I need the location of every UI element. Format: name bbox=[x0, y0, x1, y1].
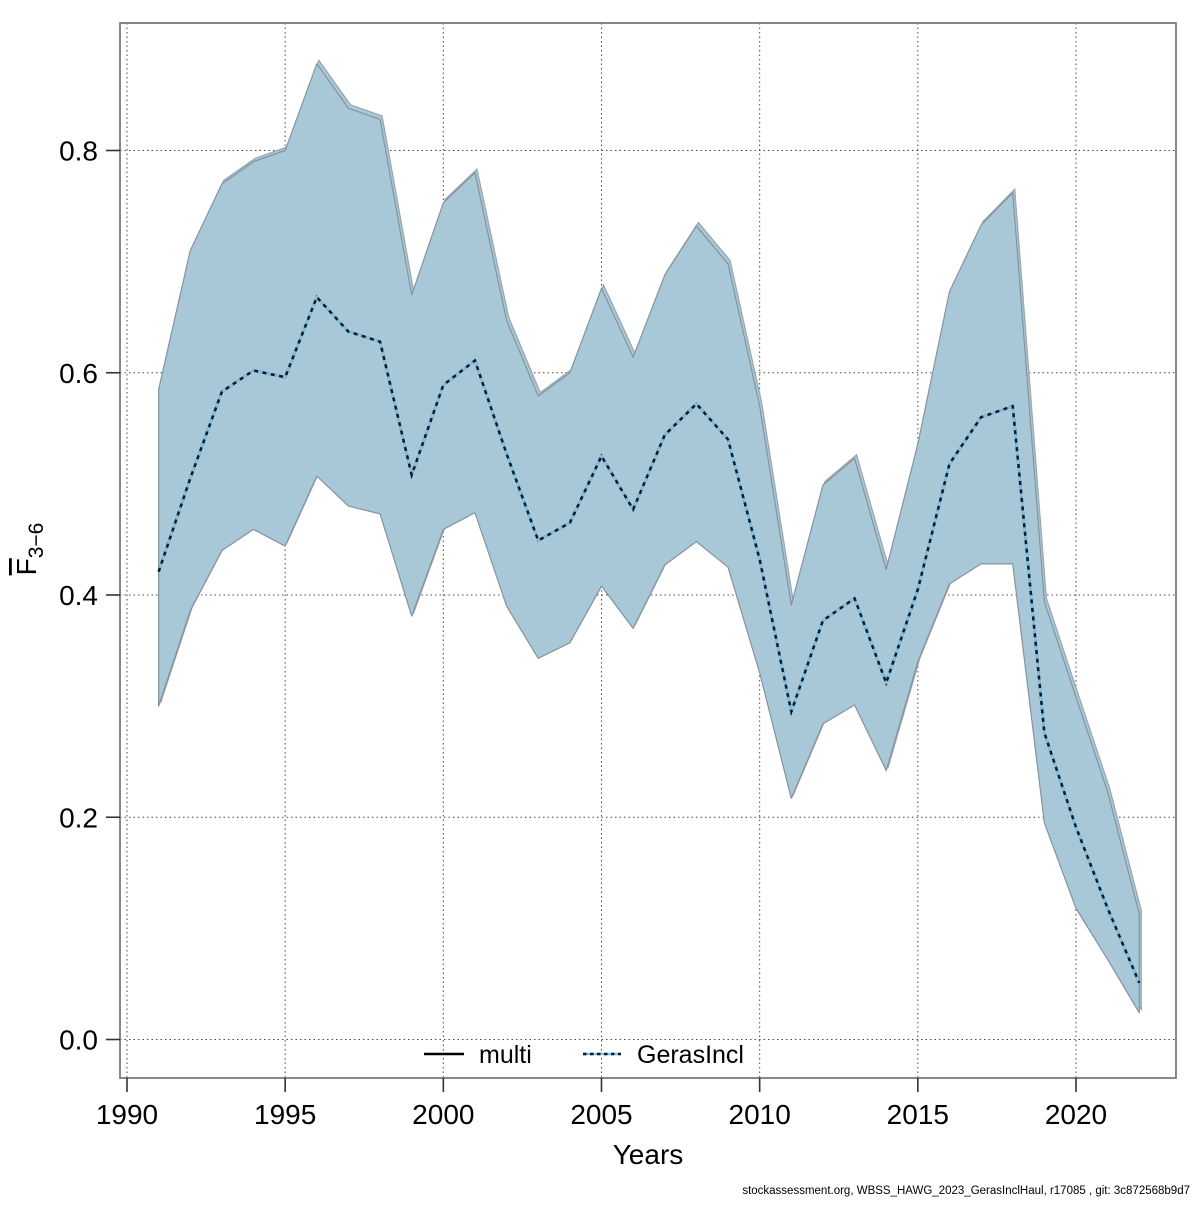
axes-group: 1990 1995 2000 2005 2010 2015 2020 0.0 0.2 0.4 0.6… bbox=[59, 136, 1107, 1131]
x-tick-label: 2020 bbox=[1045, 1099, 1107, 1130]
y-tick-label: 0.4 bbox=[59, 580, 98, 611]
y-tick-label: 0.0 bbox=[59, 1025, 98, 1056]
y-tick-label: 0.8 bbox=[59, 136, 98, 167]
x-tick-label: 2015 bbox=[887, 1099, 949, 1130]
y-axis-title-base: F bbox=[11, 558, 42, 575]
plot-frame-group bbox=[119, 22, 1177, 1079]
credit-line: stockassessment.org, WBSS_HAWG_2023_Gera… bbox=[742, 1185, 1190, 1197]
y-axis-title: F3−6 bbox=[11, 523, 48, 576]
x-tick-label: 2010 bbox=[729, 1099, 791, 1130]
x-tick-label: 1990 bbox=[96, 1099, 158, 1130]
x-tick-label: 2000 bbox=[412, 1099, 474, 1130]
confidence-band bbox=[158, 63, 1140, 1014]
confidence-band-group bbox=[158, 59, 1142, 1014]
y-tick-label: 0.2 bbox=[59, 802, 98, 833]
x-tick-label: 1995 bbox=[254, 1099, 316, 1130]
x-axis-title: Years bbox=[613, 1139, 684, 1170]
gerasincl-line-dotted bbox=[157, 295, 1141, 984]
series-lines-group bbox=[157, 294, 1141, 984]
legend-label-multi: multi bbox=[479, 1041, 532, 1069]
x-tick-label: 2005 bbox=[570, 1099, 632, 1130]
plot-frame bbox=[119, 22, 1177, 1079]
y-tick-label: 0.6 bbox=[59, 358, 98, 389]
legend-label-gerasincl: GerasIncl bbox=[637, 1041, 744, 1069]
legend: multi GerasIncl bbox=[424, 1041, 744, 1069]
y-axis-title-subscript: 3−6 bbox=[25, 523, 48, 559]
